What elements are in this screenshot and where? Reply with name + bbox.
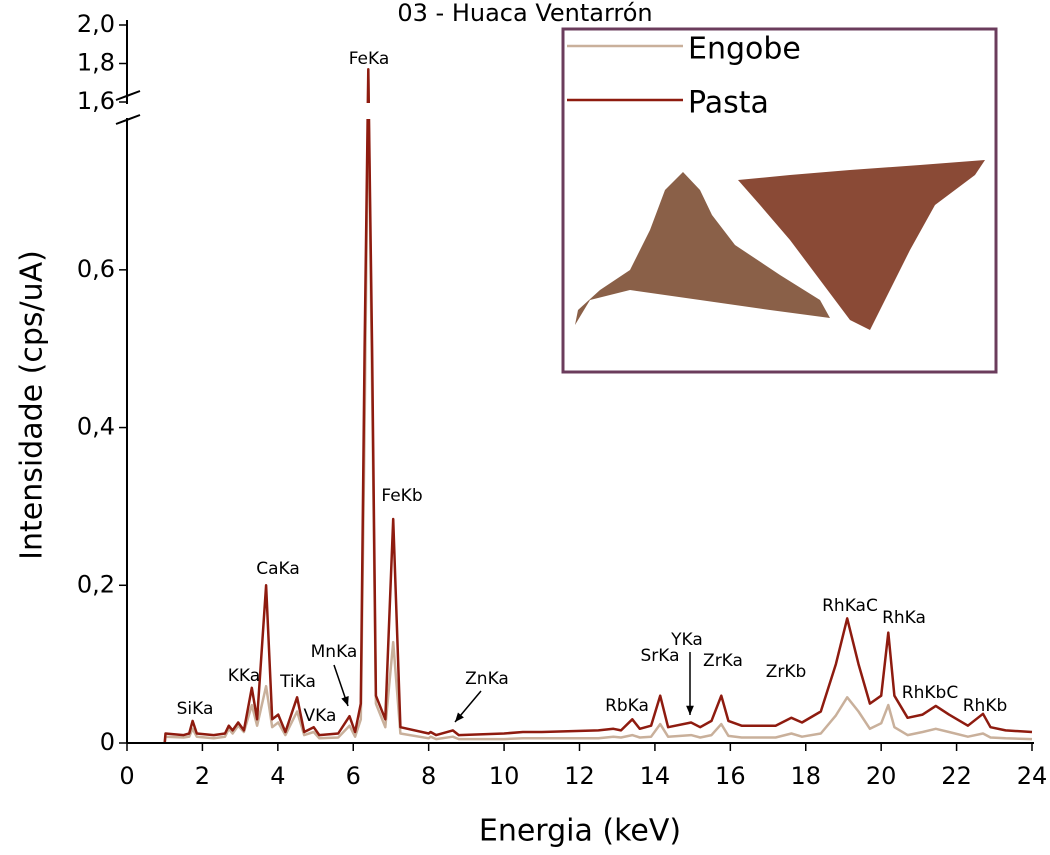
x-tick-label: 12: [564, 762, 595, 790]
peak-label: RhKa: [882, 608, 926, 628]
chart-title: 03 - Huaca Ventarrón: [397, 0, 652, 27]
x-tick-label: 4: [270, 762, 285, 790]
x-axis-label: Energia (keV): [479, 814, 681, 849]
x-tick-label: 10: [489, 762, 520, 790]
x-tick-label: 18: [790, 762, 821, 790]
x-tick-label: 22: [941, 762, 972, 790]
break-mark: [115, 114, 141, 125]
x-tick-label: 24: [1017, 762, 1048, 790]
peak-label: ZnKa: [465, 669, 509, 689]
peak-label: RhKaC: [822, 596, 878, 616]
peak-label: ZrKb: [766, 662, 807, 682]
peak-label: RbKa: [605, 696, 649, 716]
y-tick-label: 0,2: [77, 570, 115, 598]
plot-area: 0 2 4 6 8 10 12 14 16 18 20 22 2400,20,40,61,61,82,0…: [77, 10, 1047, 790]
x-tick-label: 14: [640, 762, 671, 790]
peak-label: SrKa: [640, 646, 679, 666]
peak-label: SiKa: [177, 699, 214, 719]
y-tick-label: 1,8: [77, 49, 115, 77]
peak-label: RhKbC: [902, 683, 958, 703]
series-line: [163, 68, 1033, 744]
shard-photo: [575, 160, 985, 330]
arrow-head: [341, 696, 349, 706]
x-tick-label: 8: [421, 762, 436, 790]
y-tick-label: 1,6: [77, 87, 115, 115]
x-tick-label: 2: [195, 762, 210, 790]
y-axis-label: Intensidade (cps/uA): [15, 250, 50, 560]
peak-label: FeKb: [381, 486, 422, 506]
peak-label: YKa: [670, 630, 703, 650]
y-tick-label: 0: [100, 728, 115, 756]
y-tick-label: 2,0: [77, 10, 115, 38]
x-tick-label: 20: [866, 762, 897, 790]
break-gap: [356, 103, 386, 119]
x-tick-label: 6: [346, 762, 361, 790]
y-tick-label: 0,6: [77, 255, 115, 283]
peak-label: RhKb: [963, 696, 1008, 716]
shard: [738, 160, 985, 330]
arrow-head: [455, 712, 464, 722]
peak-label: MnKa: [311, 642, 358, 662]
series-line: [163, 77, 1033, 744]
legend-label: Engobe: [688, 32, 801, 67]
peak-label: KKa: [228, 666, 260, 686]
peak-label: ZrKa: [703, 651, 743, 671]
peak-label: CaKa: [256, 559, 300, 579]
peak-label: VKa: [304, 706, 337, 726]
x-tick-label: 16: [715, 762, 746, 790]
legend: Engobe Pasta: [561, 27, 998, 374]
break-mark: [115, 90, 141, 101]
y-tick-label: 0,4: [77, 413, 115, 441]
peak-label: FeKa: [349, 49, 390, 69]
x-tick-label: 0: [119, 762, 134, 790]
arrow-head: [686, 705, 694, 715]
shard: [575, 172, 830, 325]
legend-label: Pasta: [688, 86, 769, 121]
peak-label: TiKa: [279, 672, 316, 692]
